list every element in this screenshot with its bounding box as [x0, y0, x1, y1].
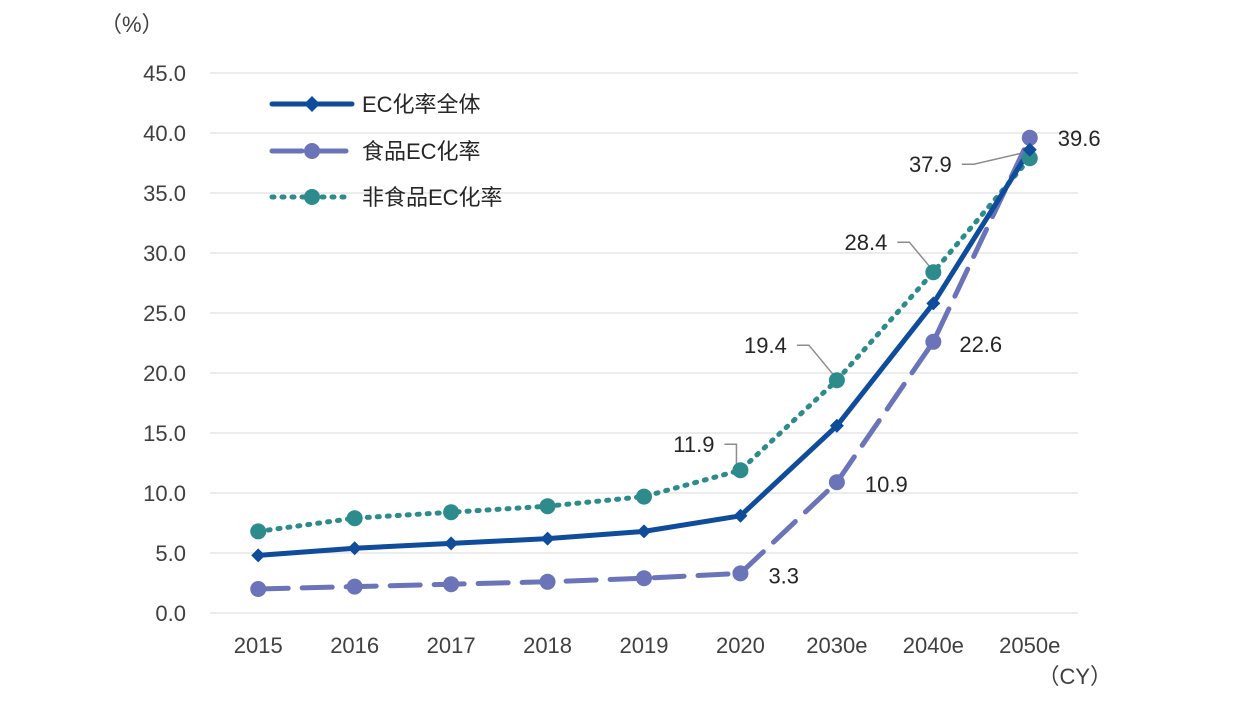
- y-tick-label: 25.0: [143, 301, 186, 326]
- data-point-s1-2: [443, 576, 460, 593]
- data-point-s1-4: [636, 570, 652, 587]
- y-tick-label: 0.0: [155, 601, 186, 626]
- data-label: 28.4: [845, 230, 888, 255]
- data-point-s1-7: [925, 333, 942, 350]
- y-tick-label: 40.0: [143, 121, 186, 146]
- data-point-s1-8: [1021, 129, 1038, 146]
- data-point-s1-1: [346, 578, 363, 595]
- legend-label-0: EC化率全体: [362, 92, 481, 117]
- legend-marker-2: [304, 189, 320, 205]
- y-tick-label: 35.0: [143, 181, 186, 206]
- leader-line: [724, 443, 738, 465]
- data-point-s2-3: [539, 498, 556, 515]
- y-tick-label: 30.0: [143, 241, 186, 266]
- y-tick-label: 5.0: [155, 541, 186, 566]
- data-point-s2-1: [346, 510, 363, 527]
- data-point-s0-6: [829, 418, 844, 433]
- y-tick-labels: 0.0 5.0 10.0 15.0 20.0 25.0 30.0 35.0 40.0 45.0: [143, 61, 186, 626]
- leader-line: [897, 241, 930, 267]
- data-label: 37.9: [909, 152, 952, 177]
- data-point-s0-3: [540, 531, 555, 546]
- data-label: 22.6: [959, 332, 1002, 357]
- legend-marker-1: [304, 143, 320, 159]
- x-tick-label: 2020: [716, 633, 765, 658]
- data-point-s1-0: [250, 581, 267, 597]
- data-point-s0-0: [251, 548, 266, 563]
- x-tick-label: 2017: [427, 633, 476, 658]
- data-labels: 3.3 10.9 22.6 39.6 11.9 19.4 28.4 37.9: [673, 126, 1100, 589]
- x-tick-label: 2015: [234, 633, 283, 658]
- x-tick-label: 2018: [523, 633, 572, 658]
- x-tick-labels: 2015 2016 2017 2018 2019 2020 2030e 2040e 2050e: [234, 633, 1061, 658]
- data-point-s2-6: [828, 372, 845, 389]
- data-label: 10.9: [865, 472, 908, 497]
- y-tick-label: 45.0: [143, 61, 186, 86]
- data-point-s2-4: [636, 488, 652, 505]
- x-tick-label: 2050e: [999, 633, 1060, 658]
- data-point-s2-2: [443, 504, 460, 521]
- y-tick-label: 20.0: [143, 361, 186, 386]
- data-label: 11.9: [673, 432, 714, 457]
- data-point-s1-3: [539, 573, 556, 590]
- data-label: 3.3: [768, 563, 799, 588]
- series-line-1: [255, 135, 1033, 592]
- legend-label-2: 非食品EC化率: [362, 185, 503, 210]
- data-point-s0-4: [637, 524, 651, 539]
- data-point-s0-7: [926, 296, 941, 311]
- data-point-s0-1: [347, 541, 362, 556]
- leader-line: [796, 344, 834, 375]
- x-axis-unit-label: （CY）: [1037, 664, 1112, 689]
- data-point-s0-5: [733, 508, 748, 523]
- data-point-s1-5: [732, 565, 749, 582]
- y-tick-label: 10.0: [143, 481, 186, 506]
- x-tick-label: 2030e: [806, 633, 867, 658]
- series-line-2: [255, 155, 1033, 534]
- data-label: 39.6: [1058, 126, 1101, 151]
- leader-line: [961, 151, 1026, 165]
- data-label: 19.4: [744, 333, 787, 358]
- x-tick-label: 2019: [620, 633, 669, 658]
- annotation-leader-lines: [724, 151, 1026, 465]
- x-tick-label: 2016: [330, 633, 379, 658]
- data-point-s0-8: [1022, 142, 1037, 157]
- legend-label-1: 食品EC化率: [362, 139, 481, 164]
- x-tick-label: 2040e: [903, 633, 964, 658]
- y-axis-unit-label: （%）: [100, 12, 164, 37]
- data-point-s2-5: [732, 462, 749, 479]
- data-point-s2-8: [1021, 150, 1038, 167]
- y-tick-label: 15.0: [143, 421, 186, 446]
- data-point-s2-0: [250, 523, 267, 540]
- data-point-s2-7: [925, 264, 942, 281]
- data-point-s0-2: [444, 536, 459, 551]
- legend-marker-0: [304, 96, 320, 112]
- series-markers: [250, 129, 1038, 597]
- data-point-s1-6: [828, 474, 845, 491]
